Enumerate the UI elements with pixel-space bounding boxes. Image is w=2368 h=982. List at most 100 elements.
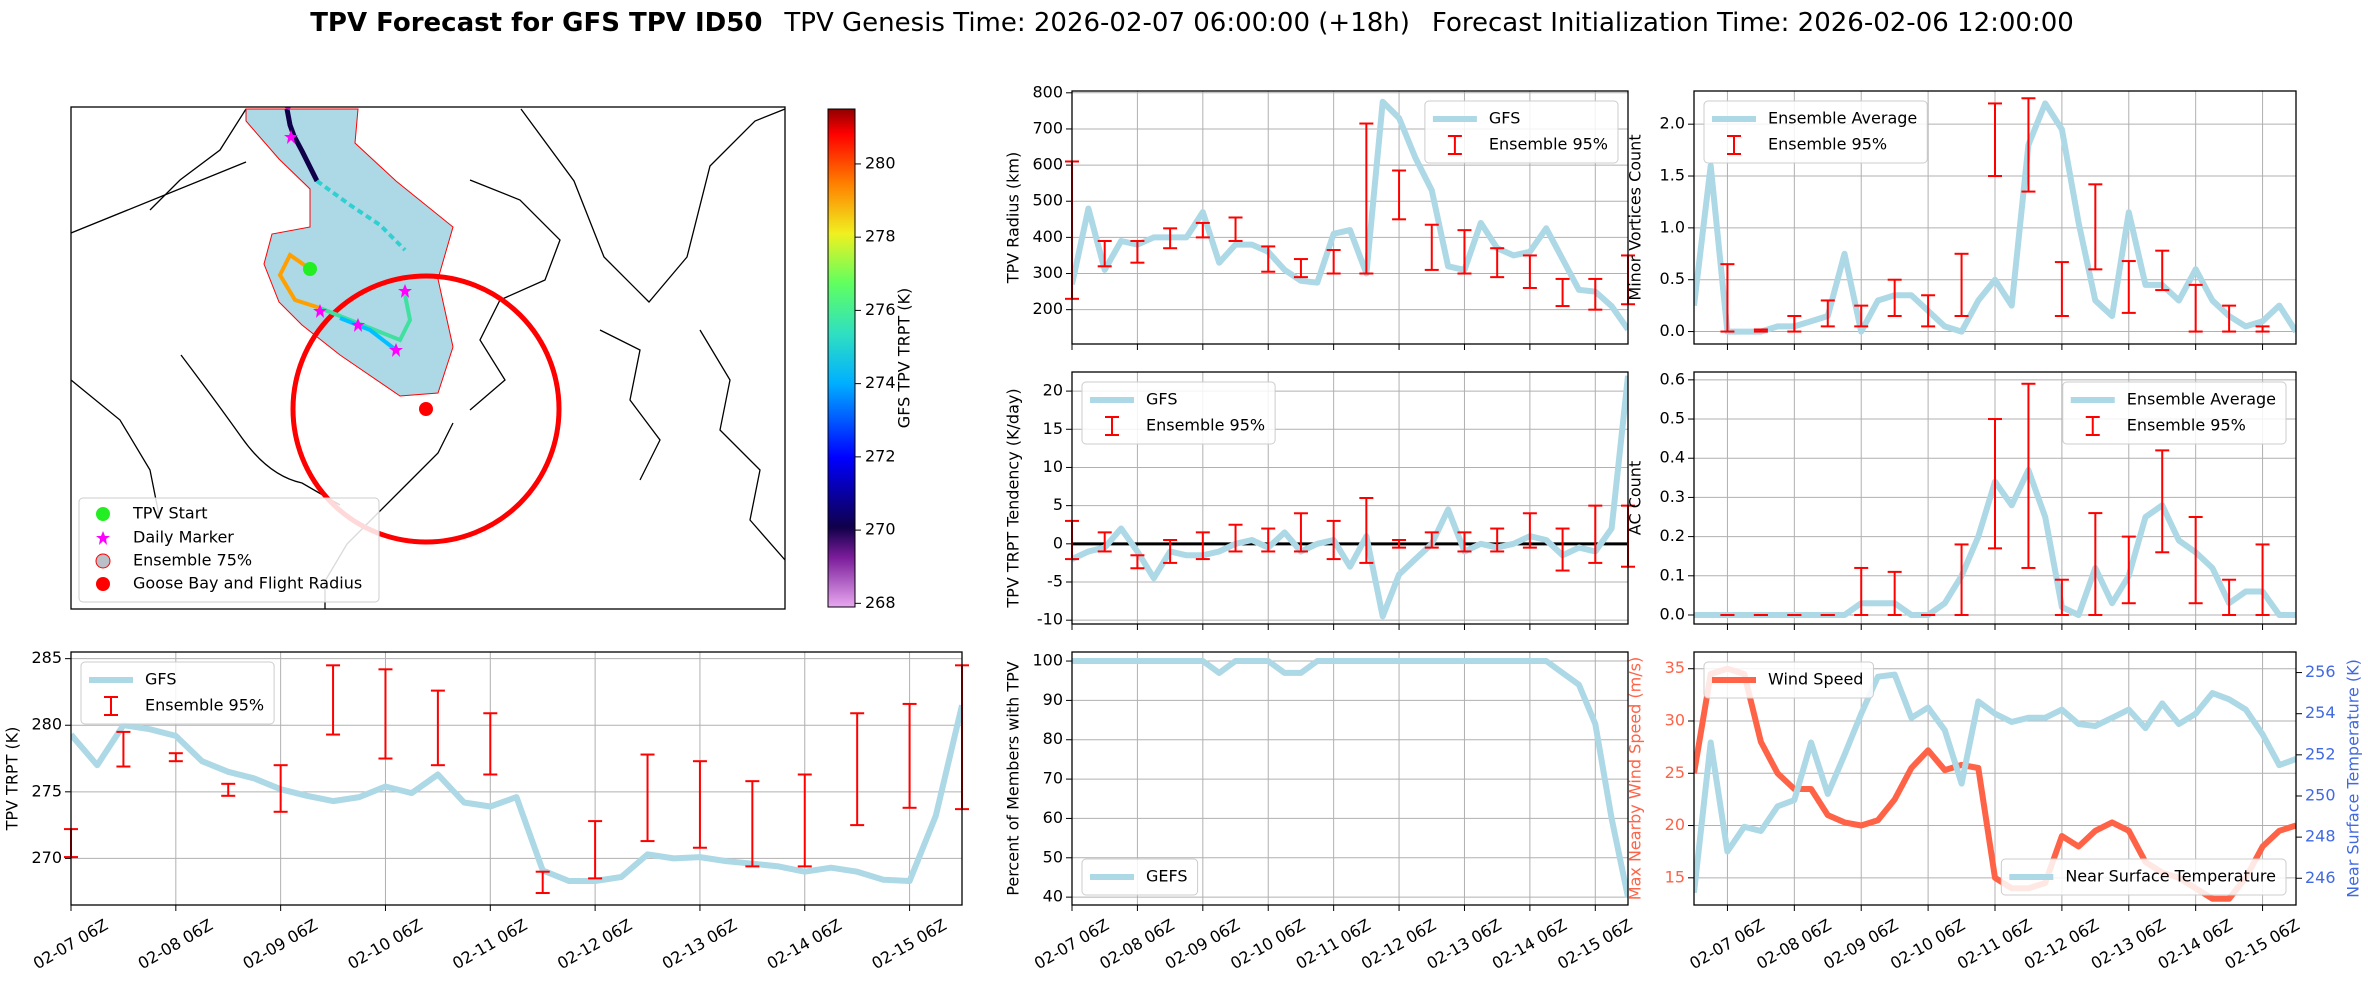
y-tick-label: 0.0 (1660, 604, 1685, 623)
error-bar (168, 752, 183, 763)
y-tick-label: 0.1 (1660, 565, 1685, 584)
error-bar (1954, 252, 1969, 318)
error-bar (1097, 239, 1112, 268)
error-bar (2255, 325, 2270, 333)
error-bar (692, 760, 707, 849)
y-tick-label: 400 (1032, 227, 1063, 246)
legend: GEFS (1081, 858, 1199, 896)
legend-box (1703, 100, 1928, 164)
ensemble-75-region (245, 108, 454, 397)
y-tick-label: 300 (1032, 263, 1063, 282)
error-bar (2155, 249, 2170, 292)
series-line (71, 704, 962, 884)
y-tick-label: 0.2 (1660, 526, 1685, 545)
error-bar (1261, 245, 1276, 273)
legend-marker (96, 507, 110, 521)
error-bar (1163, 539, 1178, 564)
colorbar (827, 108, 856, 608)
error-bar (430, 689, 445, 767)
series-line (1072, 658, 1628, 898)
series-line (1072, 98, 1628, 332)
error-bar (2255, 543, 2270, 616)
error-bar (1261, 527, 1276, 553)
legend: GFS Ensemble 95% (1081, 381, 1276, 445)
error-bar (1392, 539, 1407, 549)
map-overlays (245, 107, 562, 545)
y-axis-label: AC Count (1626, 461, 1645, 535)
y2-axis-label: Near Surface Temperature (K) (2344, 659, 2363, 898)
legend-box (1703, 661, 1874, 699)
legend-label: Ensemble 95% (1489, 135, 1608, 154)
error-bar (378, 668, 393, 760)
y-tick-label: 10 (1043, 457, 1063, 476)
colorbar-tick-label: 268 (865, 593, 896, 612)
error-bar (273, 764, 288, 813)
track (277, 252, 321, 310)
y-tick-label: 90 (1043, 690, 1063, 709)
error-bar (1457, 229, 1472, 275)
x-tick-label: 02-11 06Z (449, 915, 530, 973)
error-bar (1588, 504, 1603, 564)
x-tick-label: 02-08 06Z (135, 915, 216, 973)
legend: Ensemble Average Ensemble 95% (2062, 381, 2287, 445)
chart-panel: 0.0 0.1 0.2 0.3 0.4 0.5 0.6 AC Count Ensemble Av… (1626, 369, 2297, 630)
x-tick-label: 02-08 06Z (1753, 915, 1834, 973)
y-tick-label: 270 (31, 848, 62, 867)
map-frame (70, 106, 786, 610)
y-tick-label: 0.5 (1660, 269, 1685, 288)
y-axis-label: TPV TRPT Tendency (K/day) (1004, 388, 1023, 608)
x-tick-label: 02-14 06Z (2155, 915, 2236, 973)
y-axis-label: Percent of Members with TPV (1004, 661, 1023, 895)
colorbar-label: GFS TPV TRPT (K) (895, 288, 914, 428)
legend-box (2062, 381, 2287, 445)
map-panel: TPV Start Daily Marker Ensemble 75% Goos… (70, 106, 914, 610)
error-bar (2088, 183, 2103, 271)
error-bar (1787, 315, 1802, 333)
y-tick-label: 0.0 (1660, 321, 1685, 340)
error-bar (1887, 570, 1902, 616)
error-bar (1097, 531, 1112, 553)
y-tick-label: 285 (31, 648, 62, 667)
x-tick-label: 02-15 06Z (868, 915, 949, 973)
error-bar (1854, 304, 1869, 328)
x-tick-label: 02-12 06Z (2021, 915, 2102, 973)
plot-frame (1693, 371, 2297, 625)
chart-panel: 200 300 400 500 600 700 800 TPV Radius (km) GFS E… (1004, 82, 1635, 350)
error-bar (2121, 260, 2136, 314)
legend-label: Wind Speed (1768, 670, 1863, 689)
x-tick-label: 02-13 06Z (659, 915, 740, 973)
legend: Ensemble Average Ensemble 95% (1703, 100, 1928, 164)
y-tick-label: 70 (1043, 769, 1063, 788)
error-bar (1293, 512, 1308, 553)
error-bar (1424, 531, 1439, 549)
error-bar (535, 870, 550, 895)
daily-markers (284, 130, 412, 357)
x-tick-label: 02-14 06Z (764, 915, 845, 973)
coastline (71, 379, 161, 521)
error-bar (588, 820, 603, 880)
error-bar (1522, 512, 1537, 549)
daily-marker (389, 343, 403, 357)
error-bar (1588, 277, 1603, 311)
error-bar (1195, 221, 1210, 239)
y-tick-label: 60 (1043, 808, 1063, 827)
y-tick-label: 15 (1665, 867, 1685, 886)
y2-tick-label: 254 (2305, 703, 2336, 722)
plot-frame (1071, 651, 1629, 906)
colorbar-tick-label: 270 (865, 520, 896, 539)
y-axis-label: Minor Vortices Count (1626, 134, 1645, 300)
error-bar (2054, 578, 2069, 616)
error-bar (1921, 294, 1936, 328)
y-tick-label: 5 (1053, 495, 1063, 514)
y-axis-label: TPV TRPT (K) (3, 727, 22, 832)
legend: GFS Ensemble 95% (80, 661, 275, 725)
x-tick-label: 02-07 06Z (30, 915, 111, 973)
legend-label: GEFS (1146, 867, 1188, 886)
y2-tick-label: 248 (2305, 827, 2336, 846)
chart-panel: -10 -5 0 5 10 15 20 TPV TRPT Tendency (K/day) GF… (1004, 371, 1635, 630)
colorbar-tick-label: 272 (865, 446, 896, 465)
figure-title: TPV Forecast for GFS TPV ID50 TPV Genesis… (310, 8, 2074, 38)
y-tick-label: 275 (31, 781, 62, 800)
error-bar (1228, 216, 1243, 242)
legend-marker (96, 577, 110, 591)
